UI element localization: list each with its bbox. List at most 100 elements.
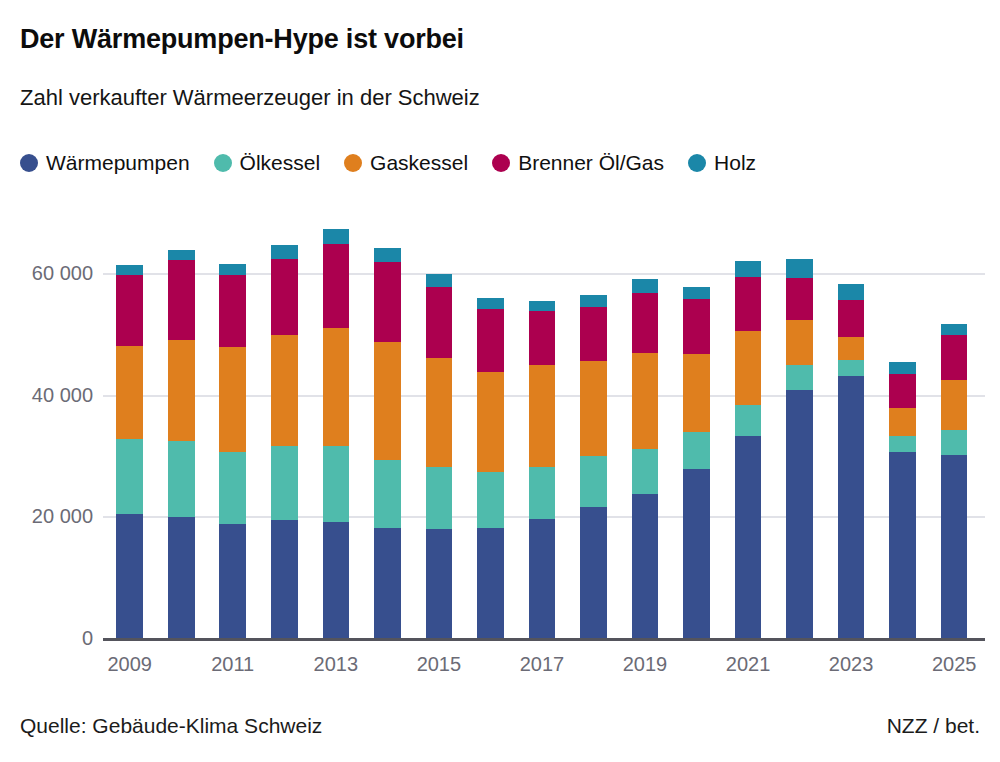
- bar-2014: [374, 248, 401, 639]
- bar-2021: [735, 261, 762, 639]
- bar-segment-holz: [219, 264, 246, 275]
- bar-segment-waermepumpen: [116, 514, 143, 639]
- legend-label-waermepumpen: Wärmepumpen: [46, 151, 190, 175]
- bar-segment-gaskessel: [219, 347, 246, 452]
- x-axis-tick-label: 2021: [713, 653, 783, 676]
- legend-label-oelkessel: Ölkessel: [240, 151, 321, 175]
- bar-segment-holz: [735, 261, 762, 277]
- bar-segment-holz: [116, 265, 143, 275]
- bar-segment-gaskessel: [889, 408, 916, 437]
- bar-segment-oelkessel: [426, 467, 453, 528]
- bar-segment-holz: [786, 259, 813, 278]
- bar-segment-oelkessel: [323, 446, 350, 522]
- x-axis-tick-label: 2011: [198, 653, 268, 676]
- bar-segment-brenner-oel-gas: [683, 299, 710, 354]
- x-axis-tick-label: 2013: [301, 653, 371, 676]
- bar-2023: [838, 284, 865, 639]
- bar-segment-brenner-oel-gas: [426, 287, 453, 358]
- bar-segment-gaskessel: [168, 340, 195, 442]
- bar-segment-oelkessel: [786, 365, 813, 390]
- bar-segment-holz: [683, 287, 710, 299]
- bar-segment-brenner-oel-gas: [838, 300, 865, 337]
- bar-segment-holz: [838, 284, 865, 300]
- bar-2009: [116, 265, 143, 639]
- bar-segment-brenner-oel-gas: [219, 275, 246, 347]
- bar-segment-brenner-oel-gas: [632, 293, 659, 353]
- x-axis-tick-label: 2009: [95, 653, 165, 676]
- bar-segment-holz: [632, 279, 659, 294]
- bar-segment-gaskessel: [838, 337, 865, 361]
- bar-segment-oelkessel: [941, 430, 968, 455]
- bar-segment-holz: [323, 229, 350, 244]
- bar-segment-oelkessel: [735, 405, 762, 435]
- bar-segment-oelkessel: [889, 436, 916, 452]
- legend-label-holz: Holz: [714, 151, 756, 175]
- bar-segment-oelkessel: [580, 456, 607, 507]
- bar-segment-waermepumpen: [683, 469, 710, 639]
- bar-segment-brenner-oel-gas: [786, 278, 813, 320]
- chart-subtitle: Zahl verkaufter Wärmeerzeuger in der Sch…: [20, 85, 480, 111]
- bar-segment-waermepumpen: [735, 436, 762, 639]
- bar-2020: [683, 287, 710, 639]
- bar-segment-gaskessel: [271, 335, 298, 446]
- bar-2016: [477, 298, 504, 639]
- bar-segment-waermepumpen: [168, 517, 195, 639]
- bar-segment-gaskessel: [735, 331, 762, 406]
- bar-segment-oelkessel: [219, 452, 246, 524]
- chart-card: Der Wärmepumpen-Hype ist vorbei Zahl ver…: [0, 0, 1000, 762]
- bar-segment-waermepumpen: [219, 524, 246, 639]
- x-axis-tick-label: 2015: [404, 653, 474, 676]
- legend-dot-waermepumpen-icon: [20, 154, 38, 172]
- bar-segment-oelkessel: [374, 460, 401, 528]
- bar-segment-gaskessel: [580, 361, 607, 456]
- bar-segment-holz: [889, 362, 916, 375]
- bar-segment-holz: [580, 295, 607, 307]
- legend-item-waermepumpen: Wärmepumpen: [20, 151, 190, 175]
- bar-segment-waermepumpen: [323, 522, 350, 639]
- bar-2012: [271, 245, 298, 639]
- bar-segment-brenner-oel-gas: [889, 374, 916, 407]
- bar-segment-gaskessel: [632, 353, 659, 449]
- y-axis-tick-label: 20 000: [14, 505, 93, 528]
- bar-segment-brenner-oel-gas: [529, 311, 556, 365]
- bar-segment-brenner-oel-gas: [735, 277, 762, 331]
- legend-label-gaskessel: Gaskessel: [370, 151, 468, 175]
- x-axis-tick-label: 2019: [610, 653, 680, 676]
- bar-segment-gaskessel: [477, 372, 504, 472]
- bar-segment-gaskessel: [786, 320, 813, 366]
- bar-2013: [323, 229, 350, 639]
- bar-segment-gaskessel: [529, 365, 556, 468]
- bar-segment-oelkessel: [477, 472, 504, 528]
- y-axis-tick-label: 60 000: [14, 262, 93, 285]
- bar-segment-waermepumpen: [941, 455, 968, 639]
- bar-segment-oelkessel: [529, 467, 556, 518]
- bar-segment-oelkessel: [632, 449, 659, 495]
- bar-2010: [168, 250, 195, 639]
- bar-segment-brenner-oel-gas: [271, 259, 298, 335]
- bar-segment-gaskessel: [941, 380, 968, 429]
- bar-segment-holz: [529, 301, 556, 311]
- y-axis-tick-label: 0: [14, 627, 93, 650]
- x-axis-tick-label: 2025: [919, 653, 989, 676]
- legend-item-holz: Holz: [688, 151, 756, 175]
- bar-segment-waermepumpen: [374, 528, 401, 639]
- bar-segment-holz: [941, 324, 968, 336]
- bar-segment-waermepumpen: [632, 494, 659, 639]
- bar-segment-holz: [374, 248, 401, 262]
- credit-note: NZZ / bet.: [887, 714, 980, 738]
- bar-segment-holz: [426, 274, 453, 287]
- bar-segment-holz: [477, 298, 504, 308]
- bar-2024: [889, 362, 916, 639]
- bar-segment-waermepumpen: [889, 452, 916, 639]
- x-axis-line: [103, 638, 985, 641]
- legend-dot-oelkessel-icon: [214, 154, 232, 172]
- legend-dot-holz-icon: [688, 154, 706, 172]
- bar-segment-brenner-oel-gas: [374, 262, 401, 342]
- bar-2022: [786, 259, 813, 639]
- bar-segment-oelkessel: [838, 360, 865, 375]
- bar-segment-waermepumpen: [838, 376, 865, 639]
- bar-2017: [529, 301, 556, 639]
- bar-segment-waermepumpen: [271, 520, 298, 639]
- bar-segment-holz: [271, 245, 298, 259]
- bar-segment-gaskessel: [116, 346, 143, 440]
